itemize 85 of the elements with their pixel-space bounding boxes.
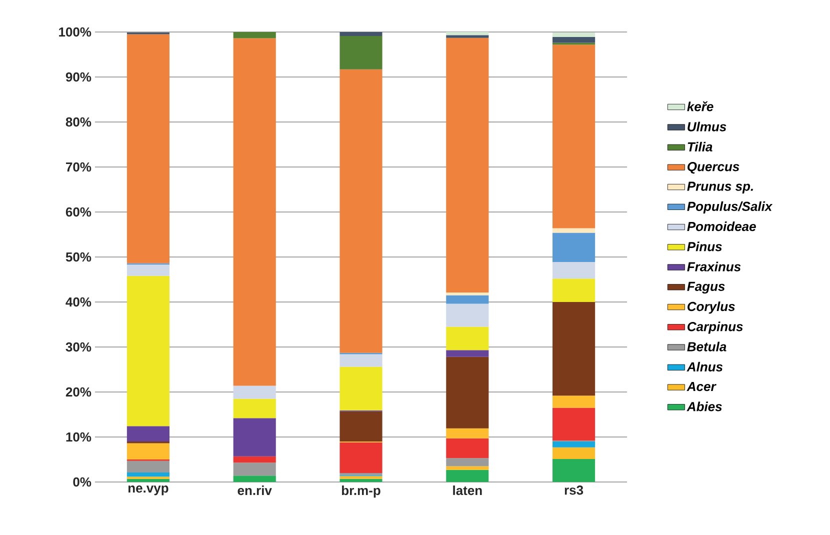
x-tick-label: laten [453, 486, 482, 496]
legend-label: Alnus [686, 362, 723, 372]
bar [446, 304, 489, 327]
bar [340, 472, 382, 476]
legend-label: Abies [686, 402, 722, 412]
bar [446, 458, 489, 466]
bar [126, 472, 170, 477]
y-tick-label: 90% [66, 72, 92, 82]
bar [552, 44, 596, 228]
y-tick-label: 40% [66, 297, 92, 307]
legend-label: Populus/Salix [687, 201, 773, 214]
bar [446, 466, 489, 470]
bar [552, 459, 596, 482]
legend-label: Prunus sp. [687, 182, 753, 194]
legend-label: Fagus [687, 282, 725, 294]
bar [126, 34, 170, 264]
y-tick-label: 80% [66, 117, 92, 127]
bar [340, 478, 382, 482]
bar [552, 32, 596, 37]
bar [552, 232, 596, 262]
bar [233, 38, 276, 386]
bar [552, 36, 596, 43]
bar [446, 295, 489, 304]
bar [446, 356, 489, 428]
bar [446, 438, 489, 458]
y-tick-label: 60% [66, 207, 92, 217]
bar [446, 38, 489, 293]
bar [233, 456, 276, 463]
bar [446, 292, 489, 296]
y-tick-label: 70% [66, 162, 92, 172]
bar [340, 32, 382, 36]
bar [552, 396, 596, 408]
bar [552, 408, 596, 441]
legend-label: Tilia [688, 142, 712, 152]
bar [126, 276, 170, 426]
bar [233, 418, 276, 456]
legend-label: Carpinus [688, 322, 743, 334]
bar [233, 398, 276, 418]
bar [552, 262, 596, 279]
y-tick-label: 0% [73, 477, 92, 487]
bar [340, 354, 382, 367]
bar [446, 32, 489, 36]
legend-label: keře [687, 101, 714, 112]
bar [233, 462, 276, 476]
bar [233, 476, 276, 482]
bar [340, 366, 382, 410]
y-tick-label: 10% [66, 432, 92, 442]
bar [446, 470, 489, 482]
bar [340, 36, 382, 70]
legend-label: Quercus [688, 162, 740, 174]
bar [340, 411, 382, 442]
y-tick-label: 30% [66, 342, 92, 352]
x-tick-label: en.riv [238, 486, 272, 496]
x-tick-label: br.m-p [342, 486, 380, 498]
bar [552, 228, 596, 233]
bar [126, 460, 170, 473]
legend-label: Ulmus [688, 122, 726, 132]
legend-label: Pomoideae [687, 222, 756, 232]
bar [126, 443, 170, 460]
bar [552, 302, 596, 396]
y-tick-label: 100% [59, 27, 92, 37]
bar [552, 447, 596, 460]
bar [446, 326, 489, 350]
legend-label: Corylus [688, 302, 735, 314]
legend-label: Pinus [687, 242, 722, 252]
legend-label: Fraxinus [687, 262, 741, 272]
bar [126, 478, 170, 482]
y-tick-label: 20% [66, 387, 92, 397]
bar [126, 264, 170, 276]
y-tick-label: 50% [66, 252, 92, 262]
x-tick-label: ne.vyp [128, 486, 168, 496]
bar [126, 426, 170, 442]
bar [233, 32, 276, 38]
legend-label: Acer [686, 382, 716, 392]
bar [340, 476, 382, 479]
bar [446, 428, 489, 438]
x-tick-label: rs3 [564, 486, 584, 495]
bar [340, 69, 382, 353]
bar [340, 442, 382, 473]
bar [552, 441, 596, 448]
bar [552, 278, 596, 302]
bar [446, 350, 489, 357]
bar [233, 386, 276, 399]
bar [446, 35, 489, 38]
legend-label: Betula [687, 342, 726, 352]
